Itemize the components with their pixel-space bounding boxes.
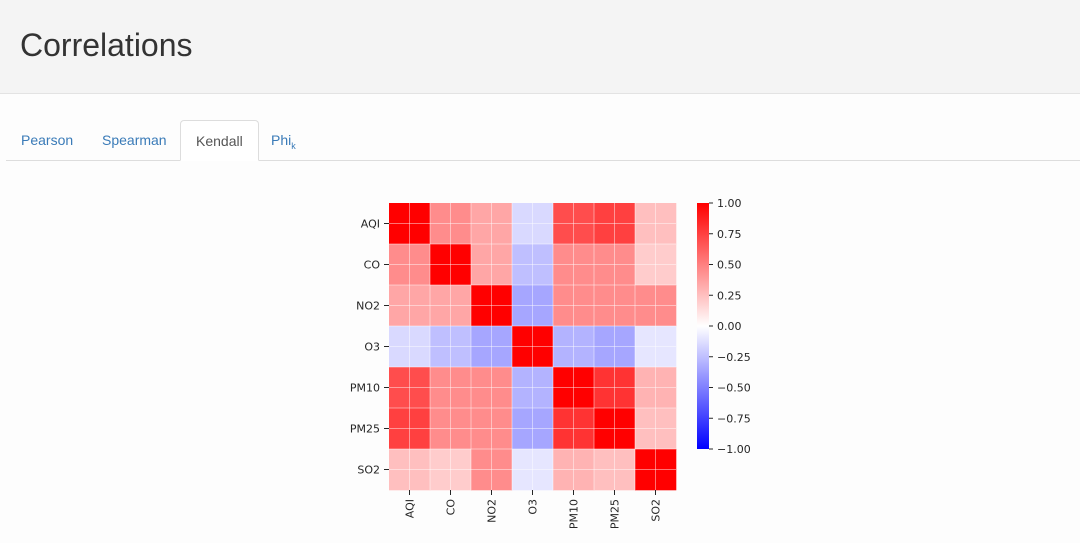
heatmap-cell-aqi-so2 — [635, 203, 677, 245]
tab-phik-label: Phi — [271, 132, 292, 148]
heatmap-cell-aqi-pm10 — [553, 203, 595, 245]
correlation-tabs: Pearson Spearman Kendall Phik — [6, 120, 1080, 161]
tab-kendall-label: Kendall — [196, 133, 243, 149]
heatmap-cell-co-co — [430, 244, 472, 286]
colorbar-tick-label: 0.25 — [717, 289, 742, 302]
heatmap-cell-no2-pm25 — [594, 285, 636, 327]
colorbar — [697, 203, 709, 449]
heatmap-cell-pm10-pm25 — [594, 367, 636, 409]
heatmap-cell-pm25-pm25 — [594, 408, 636, 450]
y-tick-label-no2: NO2 — [356, 300, 380, 313]
heatmap-cell-pm10-aqi — [389, 367, 431, 409]
tab-spearman[interactable]: Spearman — [87, 120, 182, 160]
heatmap-cell-o3-no2 — [471, 326, 513, 368]
y-tick-label-o3: O3 — [364, 341, 380, 354]
heatmap-cell-pm25-aqi — [389, 408, 431, 450]
tab-phik-subscript: k — [291, 140, 296, 151]
tab-phik[interactable]: Phik — [256, 120, 311, 160]
heatmap-cell-o3-pm10 — [553, 326, 595, 368]
page-title: Correlations — [20, 27, 193, 63]
colorbar-tick-label: −0.25 — [717, 351, 751, 364]
x-tick-label-so2: SO2 — [650, 499, 663, 522]
y-tick-label-co: CO — [364, 259, 381, 272]
heatmap-cell-no2-co — [430, 285, 472, 327]
heatmap-cell-no2-no2 — [471, 285, 513, 327]
colorbar-tick-label: 0.75 — [717, 228, 742, 241]
heatmap-cell-so2-co — [430, 449, 472, 491]
heatmap-cell-so2-o3 — [512, 449, 554, 491]
heatmap-cell-pm10-pm10 — [553, 367, 595, 409]
heatmap-cell-o3-co — [430, 326, 472, 368]
y-tick-label-aqi: AQI — [361, 218, 380, 231]
page-header: Correlations — [0, 0, 1080, 94]
colorbar-tick-label: −0.50 — [717, 382, 751, 395]
heatmap-cell-o3-pm25 — [594, 326, 636, 368]
heatmap-cell-so2-aqi — [389, 449, 431, 491]
y-tick-label-pm10: PM10 — [350, 382, 380, 395]
x-tick-label-pm25: PM25 — [609, 499, 622, 529]
heatmap-cell-co-aqi — [389, 244, 431, 286]
heatmap-cell-so2-pm10 — [553, 449, 595, 491]
heatmap-cell-aqi-aqi — [389, 203, 431, 245]
heatmap-cell-so2-no2 — [471, 449, 513, 491]
x-tick-label-pm10: PM10 — [568, 499, 581, 529]
tab-kendall[interactable]: Kendall — [180, 120, 259, 161]
colorbar-tick-label: 1.00 — [717, 197, 742, 210]
x-tick-label-co: CO — [445, 499, 458, 516]
heatmap-cell-pm10-o3 — [512, 367, 554, 409]
heatmap-cell-pm25-no2 — [471, 408, 513, 450]
heatmap-cell-co-o3 — [512, 244, 554, 286]
colorbar-tick-label: −1.00 — [717, 443, 751, 456]
colorbar-tick-label: 0.50 — [717, 259, 742, 272]
heatmap-cell-pm10-co — [430, 367, 472, 409]
heatmap-cell-co-so2 — [635, 244, 677, 286]
heatmap-cell-no2-aqi — [389, 285, 431, 327]
heatmap-cell-so2-pm25 — [594, 449, 636, 491]
heatmap-cell-aqi-o3 — [512, 203, 554, 245]
tab-spearman-label: Spearman — [102, 132, 167, 148]
heatmap-cell-aqi-no2 — [471, 203, 513, 245]
heatmap-cell-pm10-no2 — [471, 367, 513, 409]
heatmap-cell-aqi-pm25 — [594, 203, 636, 245]
heatmap-cell-pm25-co — [430, 408, 472, 450]
heatmap-cell-co-pm25 — [594, 244, 636, 286]
tab-pearson-label: Pearson — [21, 132, 74, 148]
heatmap-cell-pm25-pm10 — [553, 408, 595, 450]
heatmap-cell-no2-so2 — [635, 285, 677, 327]
heatmap-cell-o3-so2 — [635, 326, 677, 368]
heatmap-cell-co-no2 — [471, 244, 513, 286]
x-tick-label-aqi: AQI — [404, 499, 417, 518]
heatmap-cell-no2-o3 — [512, 285, 554, 327]
x-tick-label-o3: O3 — [527, 499, 540, 515]
heatmap-cell-o3-o3 — [512, 326, 554, 368]
heatmap-cell-no2-pm10 — [553, 285, 595, 327]
heatmap-cell-pm25-o3 — [512, 408, 554, 450]
colorbar-tick-label: 0.00 — [717, 320, 742, 333]
tab-pearson[interactable]: Pearson — [6, 120, 88, 160]
heatmap-cell-pm10-so2 — [635, 367, 677, 409]
heatmap-cell-co-pm10 — [553, 244, 595, 286]
y-tick-label-so2: SO2 — [357, 464, 380, 477]
heatmap-cell-aqi-co — [430, 203, 472, 245]
colorbar-tick-label: −0.75 — [717, 412, 751, 425]
x-tick-label-no2: NO2 — [486, 499, 499, 523]
heatmap-cell-so2-so2 — [635, 449, 677, 491]
heatmap-cell-pm25-so2 — [635, 408, 677, 450]
y-tick-label-pm25: PM25 — [350, 423, 380, 436]
heatmap-cell-o3-aqi — [389, 326, 431, 368]
